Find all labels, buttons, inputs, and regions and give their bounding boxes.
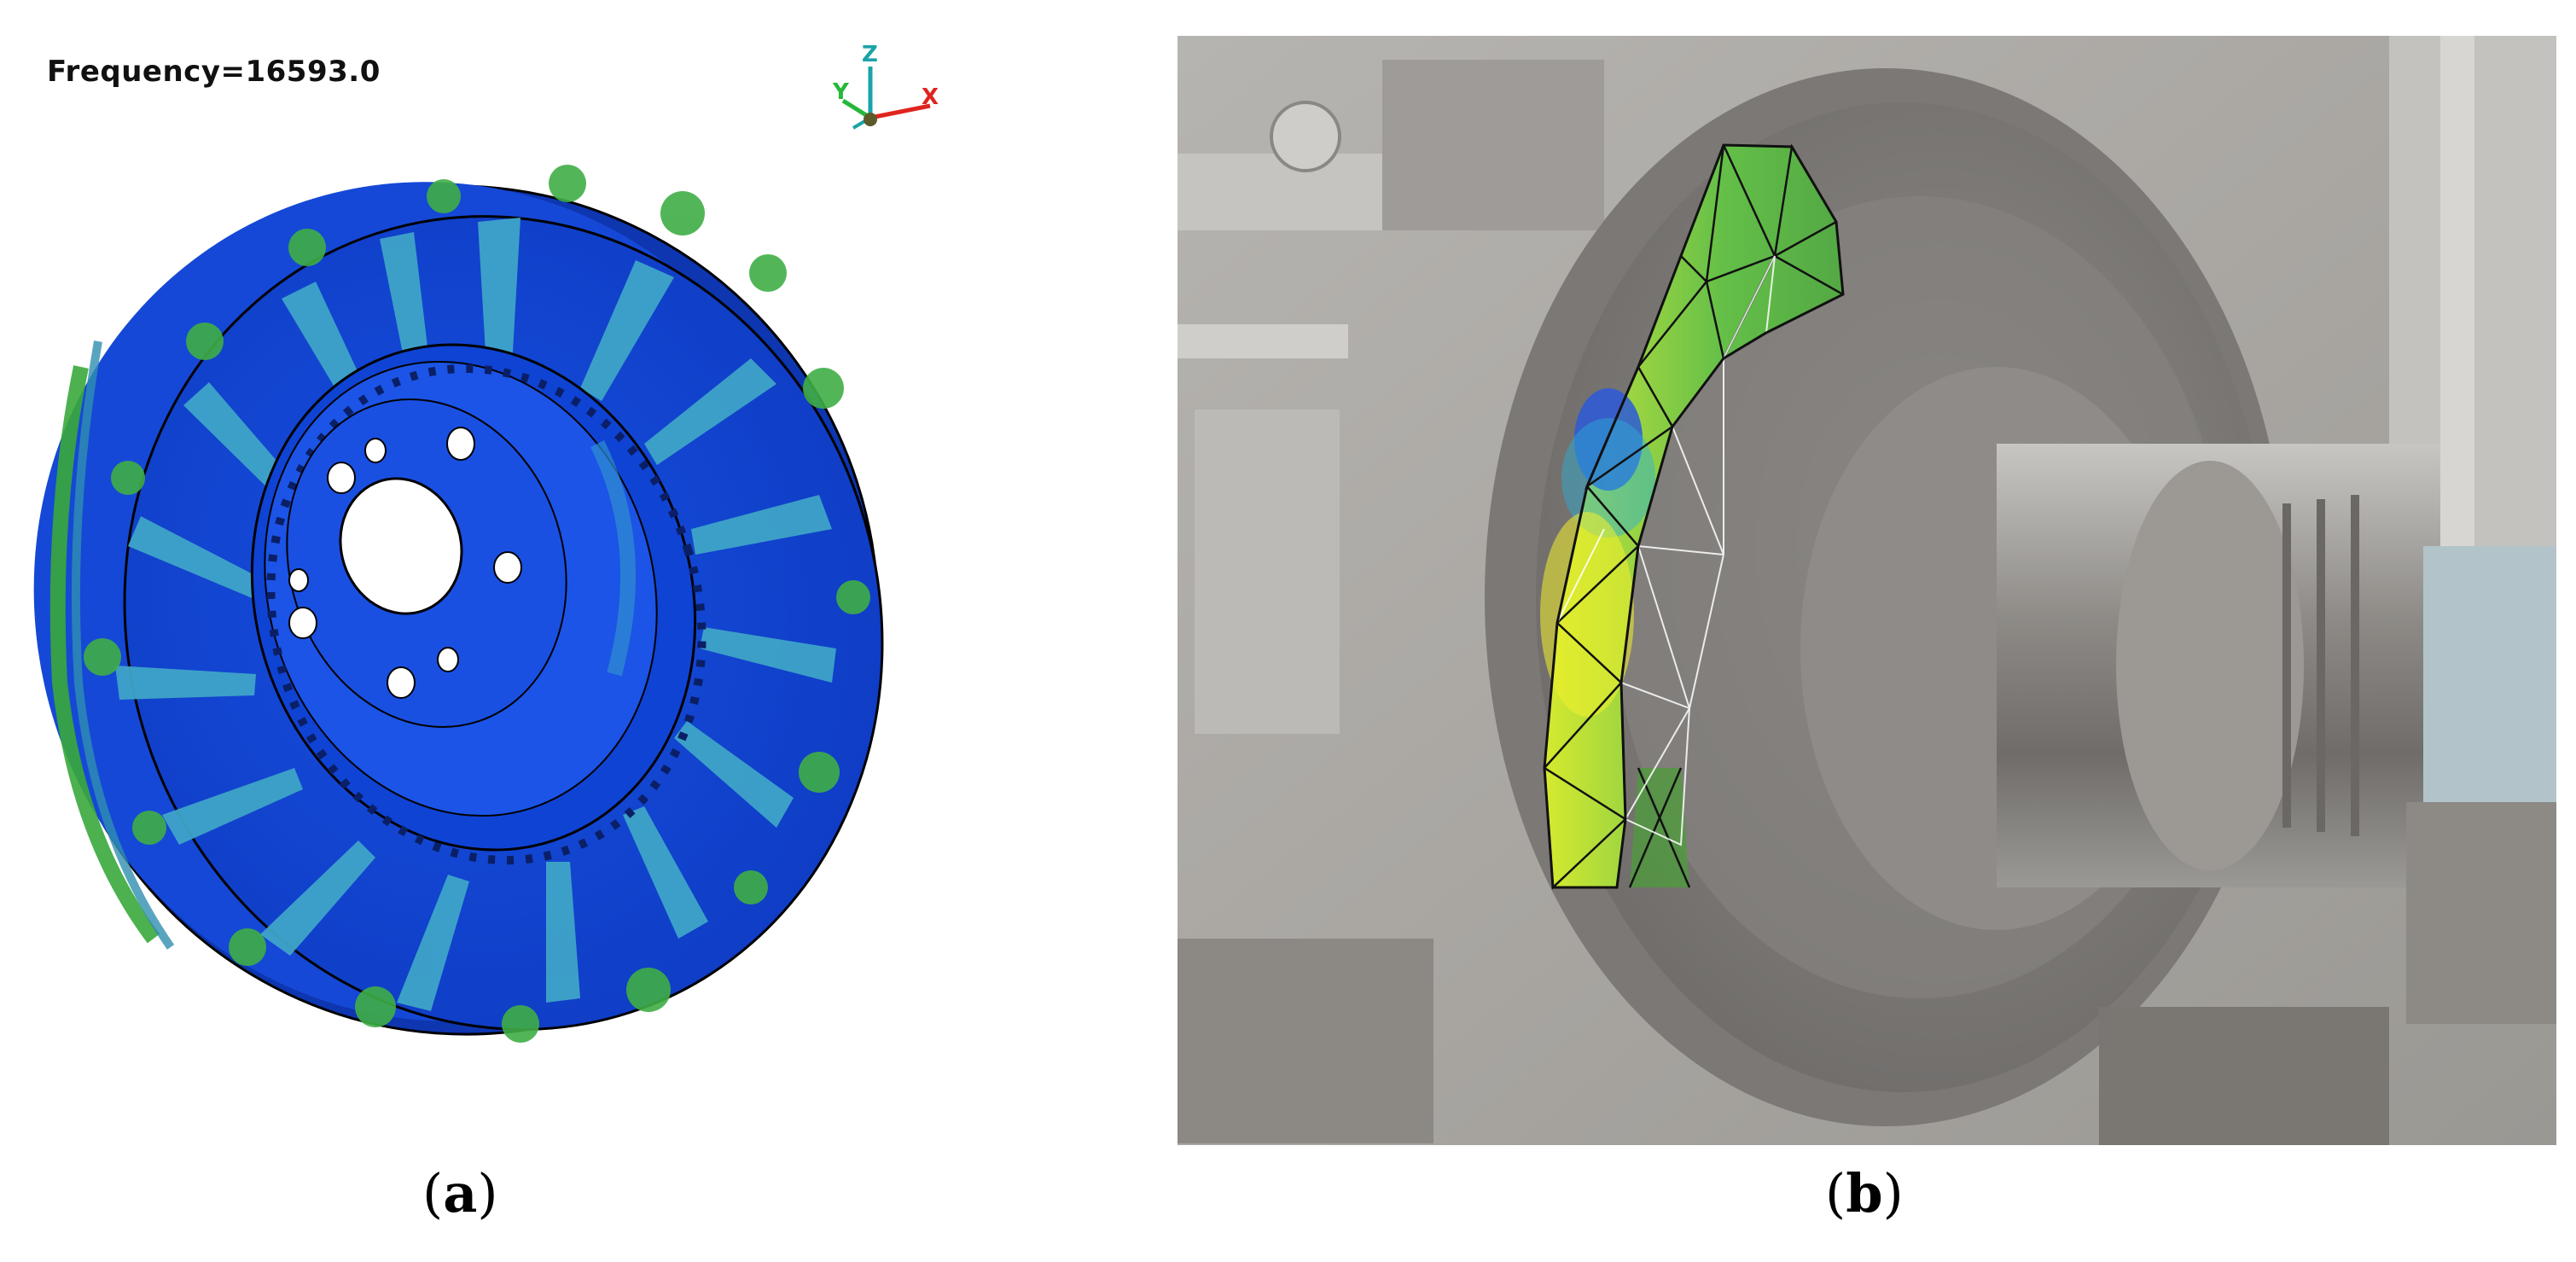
mode-shape-mesh-overlay bbox=[1540, 143, 1845, 890]
axis-y-label: Y bbox=[832, 79, 850, 105]
disc-hub bbox=[250, 343, 707, 865]
axis-z-label: Z bbox=[862, 42, 878, 67]
panel-b-test-photo: (b) bbox=[1178, 0, 2576, 1262]
caption-b: (b) bbox=[1825, 1162, 1904, 1224]
panel-a-fe-model: Frequency=16593.0 Z Y X bbox=[0, 0, 1143, 1262]
axis-triad-icon: Z Y X bbox=[832, 42, 939, 130]
test-rig-photo bbox=[1178, 36, 2556, 1145]
axis-x-label: X bbox=[922, 84, 939, 110]
frequency-label: Frequency=16593.0 bbox=[47, 55, 381, 89]
caption-a: (a) bbox=[422, 1162, 498, 1224]
brake-disc-fe-render: Z Y X bbox=[33, 42, 939, 1043]
